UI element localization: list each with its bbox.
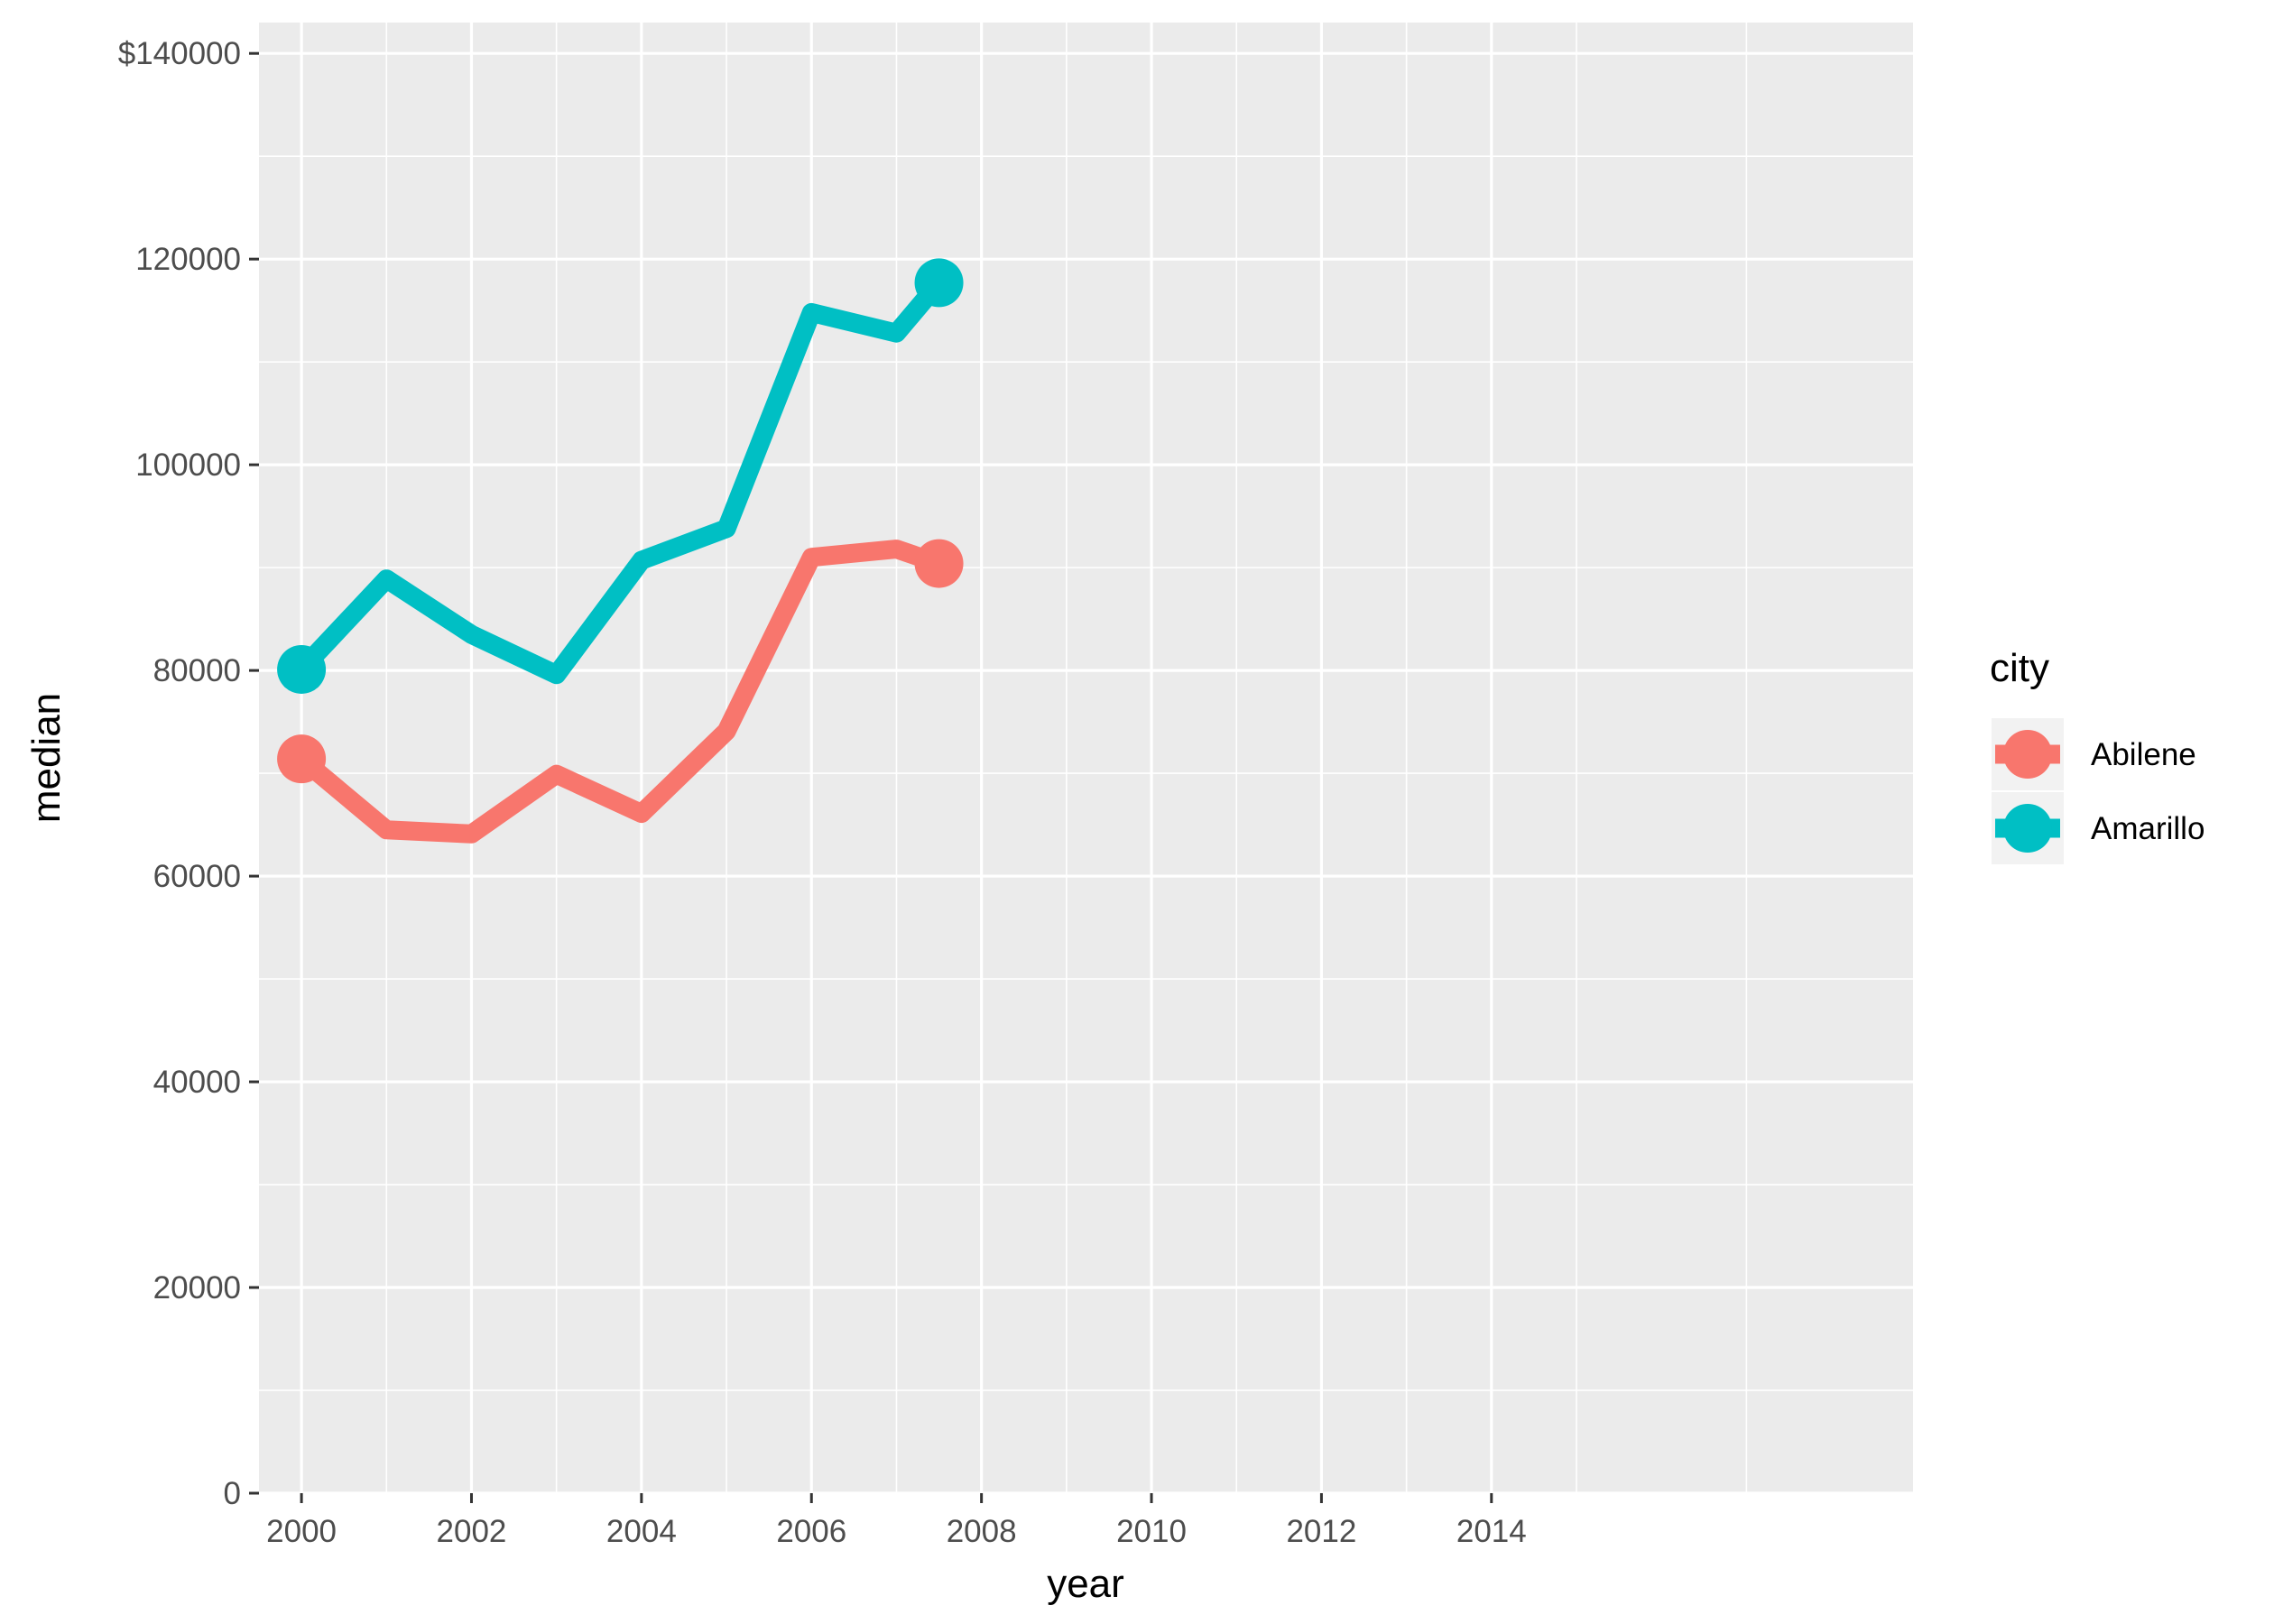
y-tick-label: 100000 bbox=[135, 448, 241, 483]
y-tick-label: 60000 bbox=[153, 859, 241, 894]
x-tick-label: 2000 bbox=[266, 1514, 337, 1549]
plot-panel bbox=[259, 23, 1913, 1493]
x-tick-label: 2012 bbox=[1286, 1514, 1356, 1549]
y-tick-label: 40000 bbox=[153, 1065, 241, 1100]
series-layer bbox=[277, 258, 964, 844]
y-axis-tick-labels: 0 20000 40000 60000 80000 100000 120000 $140000 bbox=[118, 36, 241, 1511]
series-line-amarillo bbox=[294, 276, 947, 685]
legend-keys: Abilene Amarillo bbox=[1992, 718, 2205, 864]
y-axis-title: median bbox=[24, 693, 69, 823]
y-tick-label: 20000 bbox=[153, 1270, 241, 1306]
data-point-abilene bbox=[277, 734, 327, 784]
x-tick-label: 2014 bbox=[1456, 1514, 1527, 1549]
y-tick-label: 80000 bbox=[153, 653, 241, 688]
data-point-amarillo bbox=[914, 258, 964, 308]
x-tick-label: 2006 bbox=[776, 1514, 846, 1549]
x-tick-label: 2008 bbox=[947, 1514, 1017, 1549]
y-tick-label: 120000 bbox=[135, 242, 241, 277]
x-tick-label: 2010 bbox=[1116, 1514, 1187, 1549]
data-point-abilene bbox=[914, 539, 964, 588]
legend-key-point bbox=[2003, 730, 2052, 779]
x-axis-title: year bbox=[1047, 1562, 1124, 1606]
axis-ticks bbox=[249, 51, 1493, 1503]
legend-label-amarillo: Amarillo bbox=[2091, 811, 2205, 846]
legend-key-point bbox=[2003, 804, 2052, 853]
legend-label-abilene: Abilene bbox=[2091, 737, 2196, 772]
legend: city Abilene Amarillo bbox=[1990, 646, 2205, 864]
y-tick-label: 0 bbox=[224, 1476, 241, 1511]
x-axis-tick-labels: 2000 2002 2004 2006 2008 2010 2012 2014 bbox=[266, 1514, 1527, 1549]
minor-gridlines bbox=[259, 23, 1913, 1493]
series-line-abilene bbox=[295, 540, 942, 844]
x-tick-label: 2004 bbox=[606, 1514, 677, 1549]
major-gridlines bbox=[259, 23, 1913, 1495]
data-point-amarillo bbox=[277, 644, 327, 694]
legend-title: city bbox=[1990, 646, 2049, 690]
y-tick-label: $140000 bbox=[118, 36, 241, 71]
x-tick-label: 2002 bbox=[437, 1514, 507, 1549]
